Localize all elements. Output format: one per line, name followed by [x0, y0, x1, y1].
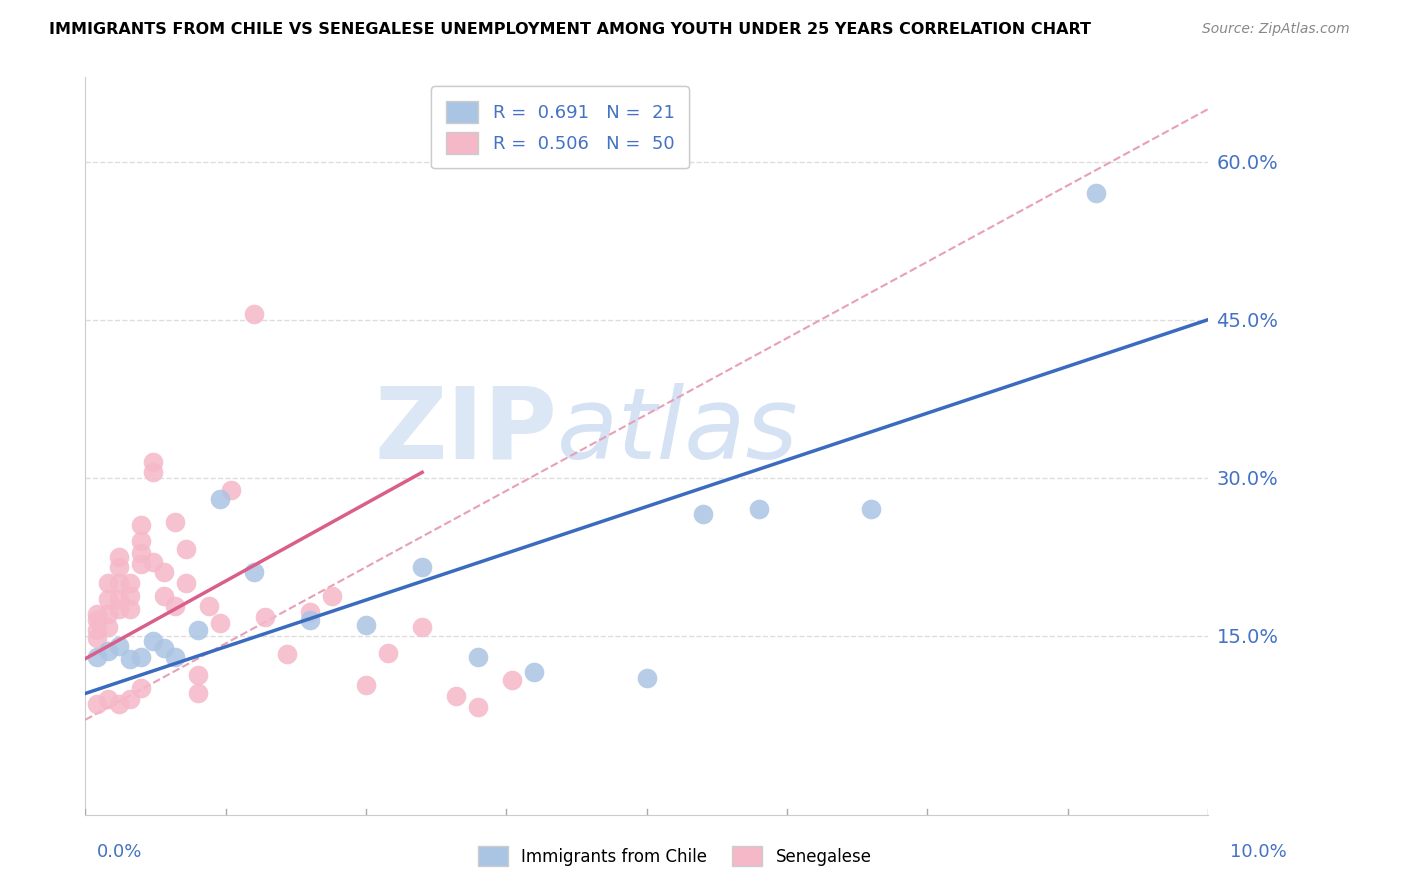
Point: [165, 599, 187, 613]
Point: [198, 599, 221, 613]
Point: [108, 575, 131, 590]
Point: [108, 697, 131, 711]
Text: ZIP: ZIP: [374, 383, 557, 480]
Point: [354, 678, 377, 692]
Point: [131, 681, 153, 696]
Text: 0.0%: 0.0%: [97, 843, 142, 861]
Point: [131, 649, 153, 664]
Text: Source: ZipAtlas.com: Source: ZipAtlas.com: [1202, 22, 1350, 37]
Point: [692, 508, 714, 522]
Point: [165, 515, 187, 529]
Point: [120, 691, 142, 706]
Text: atlas: atlas: [557, 383, 799, 480]
Point: [242, 307, 264, 321]
Point: [97, 591, 120, 606]
Point: [276, 648, 298, 662]
Point: [131, 546, 153, 560]
Point: [153, 566, 176, 580]
Point: [165, 649, 187, 664]
Point: [86, 613, 108, 627]
Point: [187, 624, 209, 638]
Point: [142, 633, 165, 648]
Point: [860, 502, 883, 516]
Point: [176, 542, 198, 557]
Point: [131, 533, 153, 548]
Point: [120, 589, 142, 603]
Point: [187, 667, 209, 681]
Point: [467, 649, 489, 664]
Point: [97, 607, 120, 622]
Point: [467, 700, 489, 714]
Point: [411, 620, 433, 634]
Point: [131, 557, 153, 571]
Point: [523, 665, 546, 680]
Point: [86, 607, 108, 622]
Text: IMMIGRANTS FROM CHILE VS SENEGALESE UNEMPLOYMENT AMONG YOUTH UNDER 25 YEARS CORR: IMMIGRANTS FROM CHILE VS SENEGALESE UNEM…: [49, 22, 1091, 37]
Point: [120, 575, 142, 590]
Point: [153, 641, 176, 656]
Point: [209, 491, 232, 506]
Point: [377, 647, 399, 661]
Point: [444, 689, 467, 703]
Point: [176, 575, 198, 590]
Legend: R =  0.691   N =  21, R =  0.506   N =  50: R = 0.691 N = 21, R = 0.506 N = 50: [432, 87, 689, 169]
Point: [142, 555, 165, 569]
Point: [97, 620, 120, 634]
Point: [97, 575, 120, 590]
Point: [501, 673, 523, 687]
Point: [253, 609, 276, 624]
Point: [86, 649, 108, 664]
Text: 10.0%: 10.0%: [1230, 843, 1286, 861]
Point: [120, 602, 142, 616]
Point: [1084, 186, 1107, 201]
Point: [321, 589, 343, 603]
Point: [209, 615, 232, 630]
Point: [636, 671, 658, 685]
Point: [86, 624, 108, 638]
Point: [298, 613, 321, 627]
Point: [142, 466, 165, 480]
Point: [97, 691, 120, 706]
Point: [108, 602, 131, 616]
Point: [411, 560, 433, 574]
Point: [86, 697, 108, 711]
Point: [187, 686, 209, 700]
Point: [242, 566, 264, 580]
Point: [108, 549, 131, 564]
Point: [354, 618, 377, 632]
Point: [298, 606, 321, 620]
Point: [86, 631, 108, 645]
Point: [131, 518, 153, 533]
Point: [108, 560, 131, 574]
Legend: Immigrants from Chile, Senegalese: Immigrants from Chile, Senegalese: [470, 838, 880, 875]
Point: [153, 589, 176, 603]
Point: [219, 483, 242, 498]
Point: [108, 639, 131, 653]
Point: [97, 644, 120, 658]
Point: [108, 591, 131, 606]
Point: [142, 455, 165, 469]
Point: [120, 651, 142, 665]
Point: [748, 502, 770, 516]
